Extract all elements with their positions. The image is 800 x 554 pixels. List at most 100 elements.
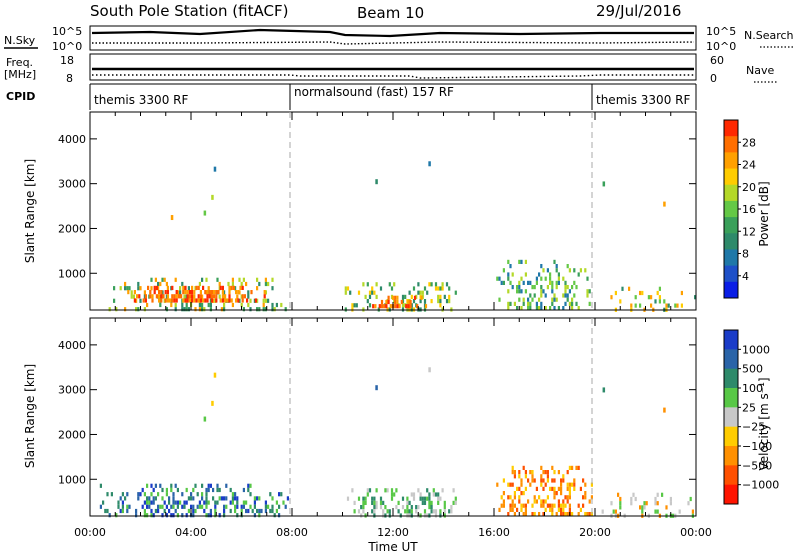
- range-cell: [183, 504, 186, 509]
- range-cell: [241, 298, 244, 303]
- range-cell: [353, 303, 356, 308]
- range-cell: [235, 290, 238, 295]
- range-cell: [108, 307, 111, 312]
- power-colorbar: 4 8 12 16 20 24 28: [723, 119, 756, 299]
- range-cell: [524, 470, 527, 475]
- range-cell: [182, 285, 185, 290]
- range-cell: [256, 298, 259, 303]
- range-cell: [262, 298, 265, 303]
- range-cell: [542, 268, 545, 273]
- range-cell: [121, 508, 124, 514]
- range-cell: [544, 499, 547, 504]
- range-cell: [573, 478, 576, 483]
- range-cell: [150, 492, 153, 497]
- range-cell: [154, 483, 157, 488]
- range-cell: [562, 474, 565, 479]
- range-cell: [218, 487, 221, 493]
- range-cell: [366, 492, 369, 497]
- range-cell: [217, 290, 220, 295]
- range-cell: [249, 504, 252, 509]
- range-cell: [520, 482, 523, 487]
- range-cell: [524, 289, 527, 294]
- range-cell: [575, 285, 578, 290]
- range-cell: [551, 301, 554, 306]
- range-cell: [423, 500, 427, 505]
- range-cell: [166, 285, 169, 290]
- range-cell: [207, 513, 210, 518]
- range-cell: [520, 306, 523, 311]
- range-cell: [437, 294, 440, 299]
- range-cell: [390, 286, 394, 291]
- noise-tick-bottom-left: 10^0: [52, 40, 82, 53]
- x-tick-label: 16:00: [478, 526, 510, 539]
- range-cell: [544, 306, 547, 311]
- colorbar-tick-label: −1000: [742, 479, 779, 492]
- range-cell: [146, 302, 149, 308]
- colorbar-segment: [724, 136, 738, 153]
- range-cell: [601, 509, 604, 514]
- range-cell: [223, 504, 226, 509]
- range-cell: [216, 500, 219, 505]
- range-cell: [267, 504, 270, 509]
- range-cell: [582, 478, 585, 483]
- range-cell: [188, 298, 191, 303]
- range-cell: [373, 290, 376, 295]
- range-cell: [152, 500, 155, 505]
- range-cell: [584, 268, 587, 273]
- range-cell: [522, 280, 525, 285]
- range-cell: [551, 465, 554, 470]
- range-cell: [159, 483, 162, 488]
- range-cell: [654, 509, 657, 514]
- range-cell: [656, 492, 659, 497]
- colorbar-tick-label: 28: [742, 136, 756, 149]
- range-cell: [115, 307, 118, 312]
- range-cell: [412, 492, 416, 497]
- range-cell: [176, 504, 179, 509]
- range-cell: [208, 294, 211, 299]
- range-cell: [401, 303, 405, 308]
- range-cell: [165, 513, 168, 518]
- range-cell: [124, 286, 127, 291]
- range-cell: [264, 277, 267, 282]
- range-cell: [161, 504, 164, 509]
- range-cell: [577, 503, 580, 508]
- colorbar-tick-label: −100: [742, 440, 772, 453]
- range-cell: [218, 496, 221, 501]
- range-cell: [371, 500, 374, 505]
- range-cell: [391, 295, 395, 300]
- range-cell: [247, 487, 250, 493]
- range-cell: [242, 487, 245, 493]
- range-cell: [119, 286, 122, 291]
- range-cell: [258, 496, 261, 501]
- range-cell: [187, 508, 190, 514]
- range-cell: [256, 307, 259, 312]
- range-cell: [207, 302, 210, 308]
- range-cell: [531, 503, 534, 508]
- range-cell: [540, 474, 543, 479]
- range-cell: [173, 294, 176, 299]
- range-cell: [654, 299, 657, 304]
- range-cell: [428, 367, 431, 373]
- range-cell: [408, 509, 411, 514]
- range-cell: [99, 483, 102, 488]
- range-cell: [220, 496, 223, 501]
- range-cell: [161, 290, 164, 295]
- range-cell: [242, 307, 245, 312]
- range-cell: [201, 307, 204, 312]
- range-cell: [384, 488, 387, 493]
- range-cell: [210, 294, 213, 299]
- range-cell: [439, 294, 442, 299]
- range-cell: [375, 179, 378, 185]
- range-cell: [689, 496, 692, 502]
- range-cell: [194, 508, 197, 514]
- range-cell: [202, 298, 205, 303]
- range-cell: [577, 306, 580, 311]
- range-cell: [383, 304, 386, 309]
- range-cell: [577, 465, 580, 470]
- range-cell: [590, 495, 593, 500]
- range-cell: [263, 294, 266, 299]
- colorbar-segment: [724, 484, 738, 505]
- range-cell: [171, 294, 174, 299]
- range-cell: [264, 508, 267, 514]
- range-cell: [612, 509, 615, 514]
